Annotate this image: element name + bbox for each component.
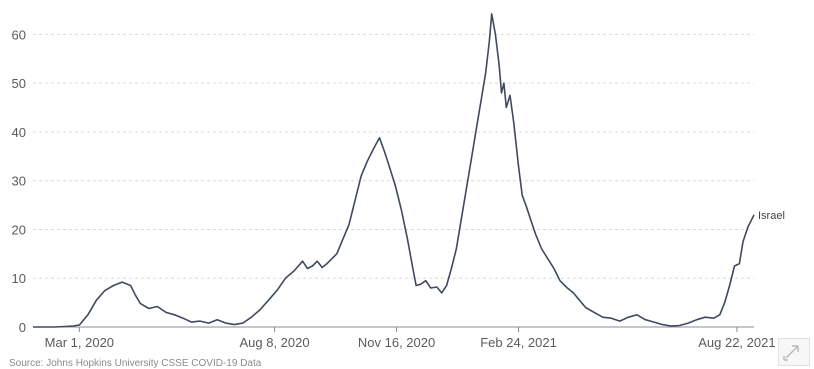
y-tick-labels: 0 10 20 30 40 50 60 — [12, 27, 26, 335]
y-tick-label: 40 — [12, 125, 26, 140]
x-tick-labels: Mar 1, 2020 Aug 8, 2020 Nov 16, 2020 Feb 24… — [45, 335, 776, 350]
x-tick-label: Aug 22, 2021 — [698, 335, 775, 350]
expand-icon[interactable] — [778, 338, 810, 366]
x-tick-label: Feb 24, 2021 — [480, 335, 557, 350]
y-tick-label: 50 — [12, 76, 26, 91]
source-note: Source: Johns Hopkins University CSSE CO… — [9, 358, 262, 369]
series-label: Israel — [758, 210, 785, 222]
series-line-israel — [33, 13, 755, 328]
y-tick-label: 30 — [12, 174, 26, 189]
x-tick-label: Aug 8, 2020 — [239, 335, 309, 350]
series-layer: Israel — [33, 13, 785, 328]
y-tick-label: 10 — [12, 271, 26, 286]
x-tick-label: Nov 16, 2020 — [358, 335, 435, 350]
grid-lines — [33, 33, 754, 279]
y-tick-label: 0 — [19, 320, 26, 335]
x-axis — [33, 326, 754, 332]
y-tick-label: 60 — [12, 27, 26, 42]
x-tick-label: Mar 1, 2020 — [45, 335, 114, 350]
y-tick-label: 20 — [12, 222, 26, 237]
